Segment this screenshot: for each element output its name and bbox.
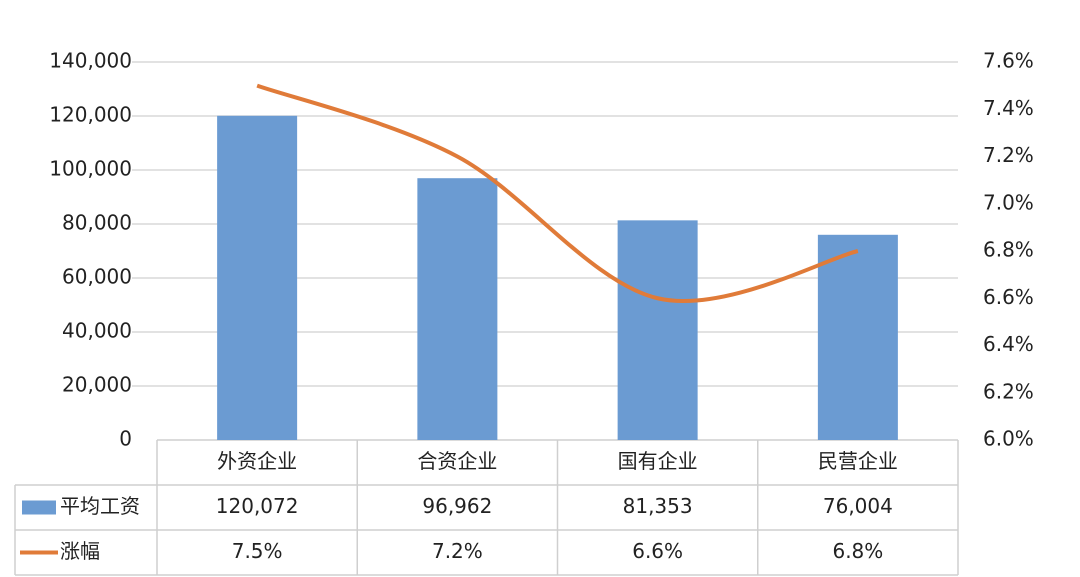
table-value: 81,353 [623, 494, 693, 518]
y-tick-label: 0 [119, 427, 132, 451]
bar [417, 178, 498, 440]
x-tick-label: 合资企业 [417, 449, 497, 473]
table-value: 96,962 [422, 494, 492, 518]
y2-tick-label: 7.4% [983, 96, 1034, 120]
y-tick-label: 40,000 [62, 319, 132, 343]
table-value: 76,004 [823, 494, 893, 518]
line [256, 83, 859, 304]
y2-tick-label: 6.8% [983, 238, 1034, 262]
y-tick-label: 80,000 [62, 211, 132, 235]
bar [817, 234, 898, 440]
table-value: 6.8% [832, 539, 883, 563]
x-tick-label: 民营企业 [818, 449, 898, 473]
y2-tick-label: 6.2% [983, 379, 1034, 403]
y-tick-label: 120,000 [49, 103, 132, 127]
y-tick-label: 60,000 [62, 265, 132, 289]
bar [217, 115, 298, 440]
y-tick-label: 100,000 [49, 157, 132, 181]
bar [617, 220, 698, 440]
table-value: 120,072 [216, 494, 299, 518]
legend-label: 平均工资 [60, 494, 140, 518]
y2-tick-label: 7.0% [983, 190, 1034, 214]
y-tick-label: 140,000 [49, 49, 132, 73]
table-value: 7.2% [432, 539, 483, 563]
y2-tick-label: 6.0% [983, 427, 1034, 451]
y2-tick-label: 7.6% [983, 49, 1034, 73]
x-tick-label: 外资企业 [217, 449, 297, 473]
x-tick-label: 国有企业 [618, 449, 698, 473]
y2-tick-label: 7.2% [983, 143, 1034, 167]
y-tick-label: 20,000 [62, 373, 132, 397]
y2-tick-label: 6.4% [983, 332, 1034, 356]
y2-tick-label: 6.6% [983, 285, 1034, 309]
legend-swatch [22, 500, 56, 515]
legend-label: 涨幅 [60, 539, 100, 563]
table-value: 6.6% [632, 539, 683, 563]
table-value: 7.5% [232, 539, 283, 563]
